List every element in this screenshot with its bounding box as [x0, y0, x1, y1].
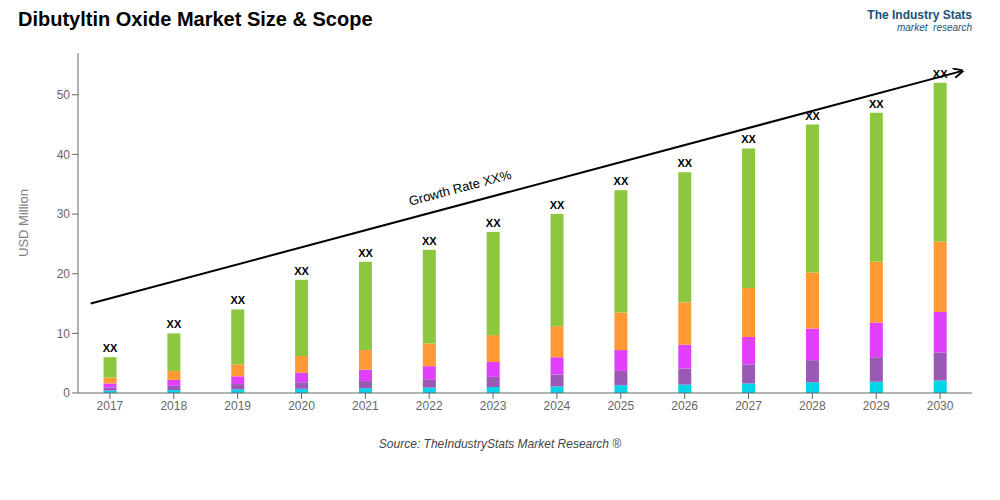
svg-text:USD Million: USD Million — [16, 189, 31, 257]
svg-text:XX: XX — [422, 235, 437, 247]
svg-text:10: 10 — [57, 327, 71, 341]
svg-text:2020: 2020 — [288, 399, 315, 413]
svg-text:Growth Rate XX%: Growth Rate XX% — [407, 167, 513, 209]
svg-text:2022: 2022 — [416, 399, 443, 413]
svg-text:2030: 2030 — [927, 399, 954, 413]
svg-text:XX: XX — [230, 294, 245, 306]
svg-text:XX: XX — [614, 175, 629, 187]
svg-text:XX: XX — [103, 342, 118, 354]
html-text:Dibutyltin Oxide Market Size &: Dibutyltin Oxide Market Size & Scope — [18, 8, 373, 30]
svg-text:XX: XX — [677, 157, 692, 169]
svg-text:XX: XX — [550, 199, 565, 211]
svg-text:2027: 2027 — [735, 399, 762, 413]
svg-text:2028: 2028 — [799, 399, 826, 413]
svg-text:2025: 2025 — [607, 399, 634, 413]
svg-text:XX: XX — [869, 98, 884, 110]
svg-text:2019: 2019 — [224, 399, 251, 413]
svg-text:2024: 2024 — [544, 399, 571, 413]
html-text:market research: market research — [897, 22, 972, 33]
svg-text:2029: 2029 — [863, 399, 890, 413]
svg-text:XX: XX — [358, 247, 373, 259]
svg-text:0: 0 — [63, 386, 70, 400]
svg-text:XX: XX — [486, 217, 501, 229]
svg-text:XX: XX — [741, 133, 756, 145]
svg-text:2021: 2021 — [352, 399, 379, 413]
html-text:Source: TheIndustryStats Marke: Source: TheIndustryStats Market Research… — [378, 437, 622, 451]
html-text:The Industry Stats: The Industry Stats — [867, 8, 972, 22]
svg-text:2017: 2017 — [97, 399, 124, 413]
svg-text:20: 20 — [57, 267, 71, 281]
svg-text:30: 30 — [57, 207, 71, 221]
svg-text:40: 40 — [57, 148, 71, 162]
svg-text:XX: XX — [167, 318, 182, 330]
svg-text:XX: XX — [805, 110, 820, 122]
svg-text:2026: 2026 — [671, 399, 698, 413]
svg-text:2018: 2018 — [160, 399, 187, 413]
svg-text:2023: 2023 — [480, 399, 507, 413]
svg-text:50: 50 — [57, 88, 71, 102]
svg-text:XX: XX — [294, 265, 309, 277]
svg-text:XX: XX — [933, 68, 948, 80]
